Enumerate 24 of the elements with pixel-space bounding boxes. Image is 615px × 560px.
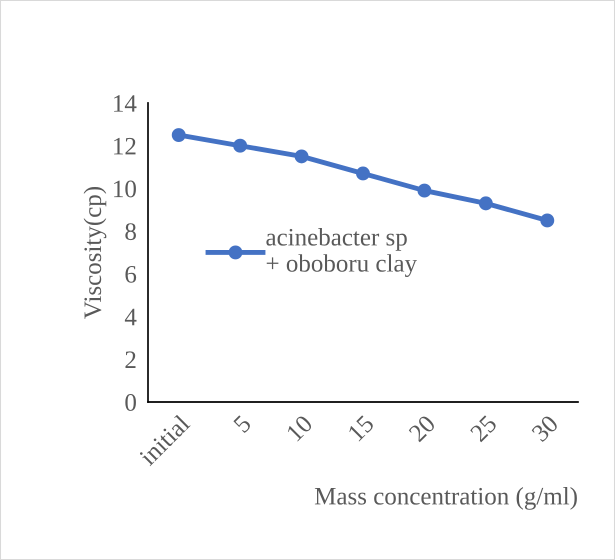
point bbox=[294, 149, 309, 164]
point bbox=[540, 214, 554, 228]
x-tick-label: 25 bbox=[470, 414, 498, 442]
point bbox=[417, 184, 432, 198]
point bbox=[233, 138, 248, 153]
x-tick-label: 15 bbox=[347, 414, 375, 442]
y-tick-label: 4 bbox=[124, 308, 136, 326]
x-tick-label: 30 bbox=[530, 414, 560, 442]
point bbox=[478, 196, 493, 210]
y-axis-title: Viscosity(cp) bbox=[84, 187, 106, 319]
x-tick-label: 20 bbox=[408, 414, 436, 442]
x-tick-label: 10 bbox=[286, 414, 314, 442]
y-tick-label: 12 bbox=[114, 138, 136, 154]
y-tick-label: 2 bbox=[125, 351, 136, 368]
legend-label: acinebacter sp + oboboru clay bbox=[266, 228, 417, 277]
y-tick-label: 6 bbox=[125, 266, 136, 283]
point bbox=[356, 166, 370, 180]
y-tick-label: 14 bbox=[114, 95, 136, 112]
x-tick-label: 5 bbox=[233, 414, 252, 434]
y-tick-label: 8 bbox=[125, 223, 136, 240]
y-tick-label: 10 bbox=[114, 180, 136, 198]
y-tick-label: 0 bbox=[125, 394, 136, 411]
point bbox=[172, 128, 186, 142]
x-axis-title: Mass concentration (g/ml) bbox=[314, 487, 577, 510]
